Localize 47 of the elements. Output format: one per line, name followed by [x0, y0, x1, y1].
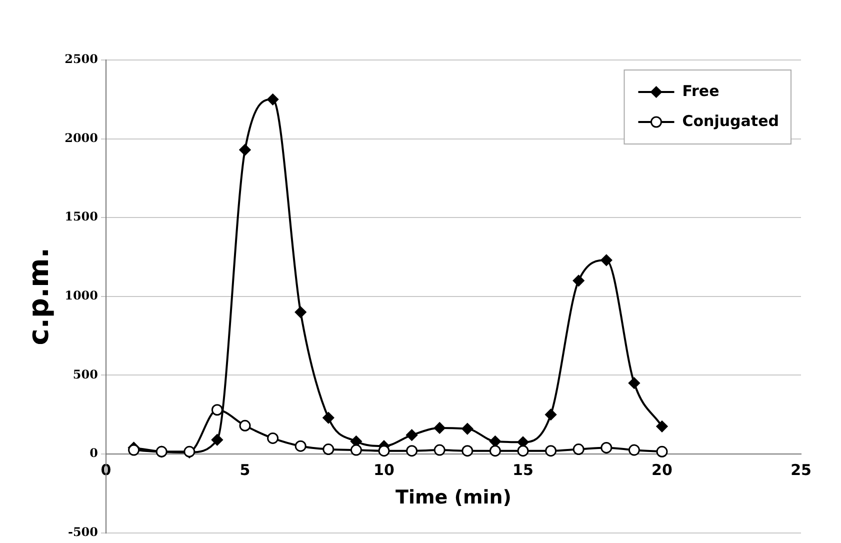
point: [489, 445, 501, 457]
point: [267, 94, 279, 106]
point: [350, 444, 362, 456]
point: [462, 423, 474, 435]
point: [211, 404, 223, 416]
point: [545, 445, 557, 457]
point: [517, 445, 529, 457]
point: [294, 306, 306, 318]
point: [628, 444, 640, 456]
point: [434, 444, 446, 456]
point: [294, 440, 306, 452]
point: [656, 446, 668, 458]
point: [572, 274, 584, 286]
point: [406, 429, 418, 441]
point: [545, 408, 557, 420]
y-axis-title: c.p.m.: [22, 248, 56, 346]
y-tick-label: 1000: [64, 288, 98, 303]
point: [656, 420, 668, 432]
point: [462, 445, 474, 457]
point: [239, 420, 251, 432]
x-axis-title: Time (min): [396, 486, 512, 508]
y-tick-label: 0: [90, 446, 98, 460]
y-tick-label: 2500: [64, 52, 98, 66]
point: [572, 444, 584, 456]
x-tick-label: 10: [374, 460, 394, 479]
point: [267, 432, 279, 444]
x-tick-label: 15: [512, 460, 534, 479]
x-tick-label: 25: [790, 460, 812, 479]
x-tick-label: 5: [240, 460, 250, 479]
point: [600, 254, 612, 266]
y-tick-label: 1500: [64, 210, 98, 224]
point: [600, 442, 612, 454]
point: [128, 444, 140, 456]
legend-label: Free: [682, 82, 720, 100]
point: [434, 422, 446, 434]
point: [322, 444, 334, 456]
point: [239, 144, 251, 156]
point: [322, 412, 334, 424]
point: [211, 434, 223, 446]
point: [378, 445, 390, 457]
y-tick-label: 2000: [64, 130, 98, 145]
y-tick-label: -500: [68, 524, 98, 539]
point: [628, 377, 640, 389]
legend-label: Conjugated: [682, 112, 780, 130]
x-tick-label: 20: [652, 460, 672, 479]
point: [406, 445, 418, 457]
y-tick-label: 500: [72, 367, 98, 382]
